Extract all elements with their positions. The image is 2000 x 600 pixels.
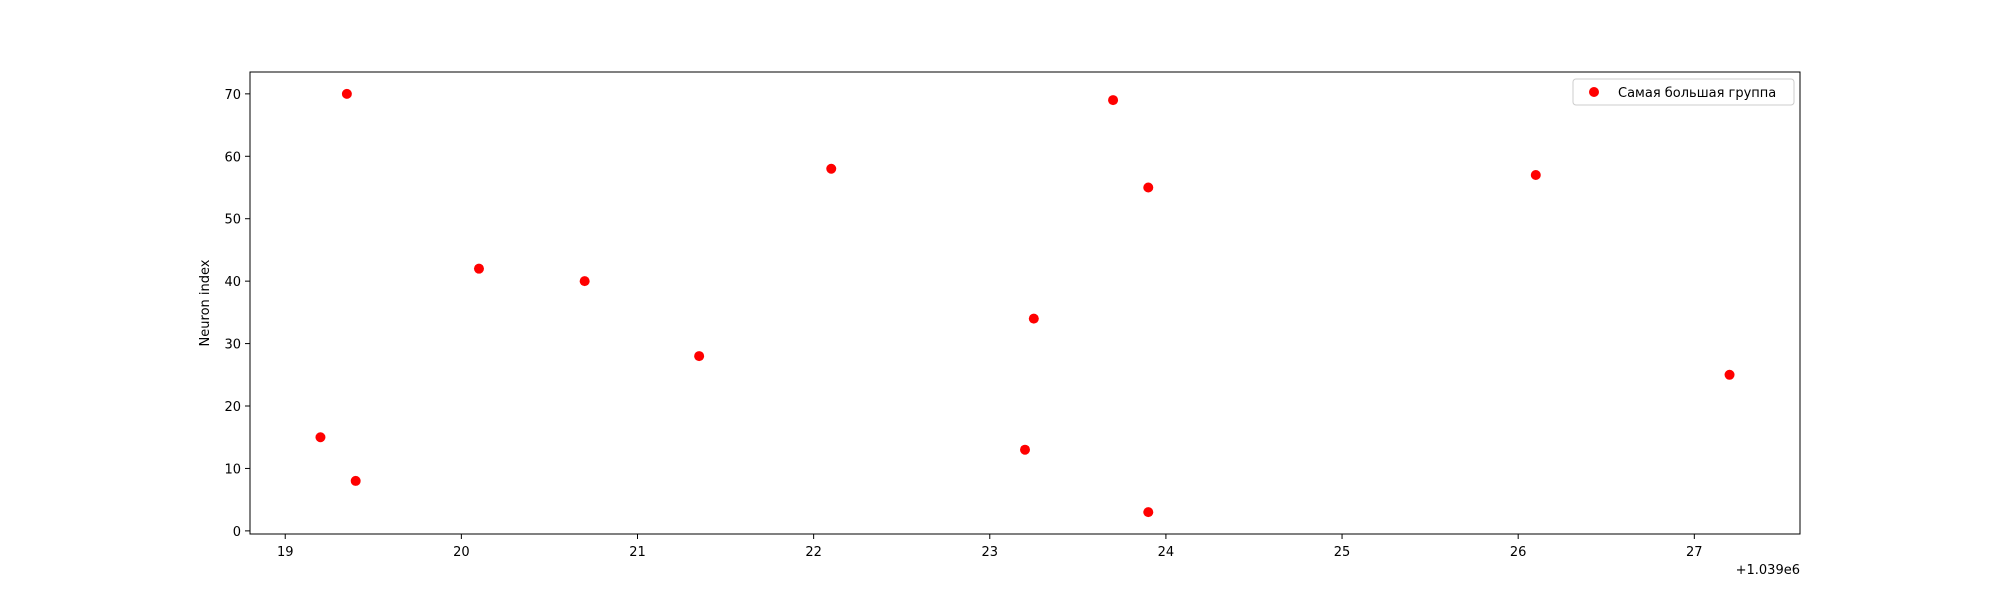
y-tick-label: 70	[224, 88, 241, 103]
data-point	[341, 88, 352, 99]
x-axis-offset-label: +1.039e6	[1736, 563, 1800, 578]
x-tick-label: 24	[1158, 545, 1175, 560]
y-tick-label: 0	[233, 525, 241, 540]
data-point	[350, 475, 361, 486]
x-axis-ticks: 19 20 21 22 23 24 25 26 27	[277, 534, 1703, 560]
y-tick-label: 20	[224, 400, 241, 415]
x-tick-label: 23	[981, 545, 998, 560]
data-point	[1143, 507, 1154, 518]
data-points	[315, 88, 1735, 518]
x-tick-label: 26	[1510, 545, 1527, 560]
y-tick-label: 60	[224, 150, 241, 165]
data-point	[315, 432, 326, 443]
data-point	[1028, 313, 1039, 324]
y-tick-label: 10	[224, 462, 241, 477]
y-tick-label: 40	[224, 275, 241, 290]
data-point	[694, 351, 705, 362]
legend-label: Самая большая группа	[1618, 86, 1776, 101]
legend: Самая большая группа	[1572, 78, 1795, 106]
y-axis-label: Neuron index	[198, 259, 213, 346]
legend-marker	[1589, 87, 1599, 97]
x-tick-label: 19	[277, 545, 294, 560]
data-point	[579, 276, 590, 287]
y-tick-label: 50	[224, 213, 241, 228]
x-tick-label: 27	[1686, 545, 1703, 560]
data-point	[1020, 444, 1030, 455]
data-point	[1108, 95, 1119, 106]
x-tick-label: 25	[1334, 545, 1351, 560]
data-point	[1724, 369, 1735, 380]
data-point	[473, 263, 484, 274]
data-point	[826, 163, 837, 174]
x-tick-label: 21	[629, 545, 646, 560]
y-axis-ticks: 0 10 20 30 40 50 60 70	[224, 88, 250, 540]
data-point	[1143, 182, 1154, 193]
legend-box	[1572, 78, 1795, 106]
plot-area-frame	[249, 71, 1801, 535]
x-tick-label: 22	[805, 545, 822, 560]
y-tick-label: 30	[224, 338, 241, 353]
x-tick-label: 20	[453, 545, 470, 560]
data-point	[1530, 170, 1541, 181]
